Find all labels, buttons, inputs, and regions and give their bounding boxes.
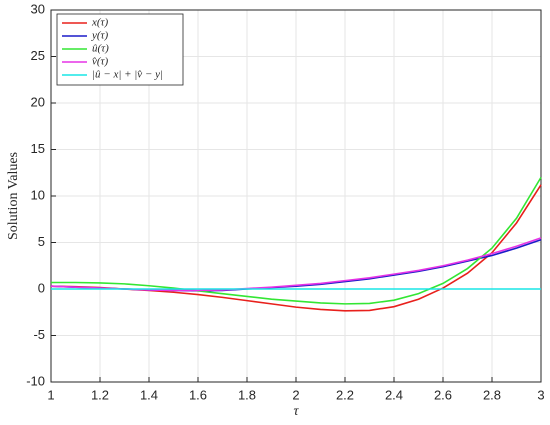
x-tick-label: 1.8 — [238, 387, 256, 402]
y-tick-label: 30 — [31, 1, 45, 16]
legend-label: |û − x| + |v̂ − y| — [92, 69, 163, 81]
y-tick-label: -5 — [33, 327, 45, 342]
y-tick-label: 0 — [38, 280, 45, 295]
legend-label: x(τ) — [91, 17, 108, 29]
y-tick-label: 15 — [31, 141, 45, 156]
axes-box — [50, 9, 542, 383]
x-tick-label: 2.4 — [385, 387, 403, 402]
x-tick-label: 2.8 — [483, 387, 501, 402]
x-tick-label: 2.6 — [434, 387, 452, 402]
x-tick-label: 1.2 — [91, 387, 109, 402]
legend-label: û(τ) — [92, 43, 109, 55]
legend-label: y(τ) — [91, 30, 108, 42]
y-axis-label: Solution Values — [6, 152, 21, 240]
legend-label: v̂(τ) — [92, 56, 109, 68]
x-tick-label: 2 — [292, 387, 299, 402]
y-tick-label: 10 — [31, 187, 45, 202]
x-axis-label: τ — [293, 404, 299, 419]
x-tick-label: 1.4 — [140, 387, 158, 402]
legend: x(τ)y(τ)û(τ)v̂(τ)|û − x| + |v̂ − y| — [56, 13, 184, 86]
y-tick-label: 5 — [38, 234, 45, 249]
y-tick-label: -10 — [26, 373, 45, 388]
x-tick-label: 1.6 — [189, 387, 207, 402]
x-tick-label: 3 — [537, 387, 544, 402]
x-tick-label: 1 — [47, 387, 54, 402]
y-tick-label: 25 — [31, 48, 45, 63]
series-line — [51, 176, 542, 305]
x-tick-label: 2.2 — [336, 387, 354, 402]
y-tick-label: 20 — [31, 94, 45, 109]
